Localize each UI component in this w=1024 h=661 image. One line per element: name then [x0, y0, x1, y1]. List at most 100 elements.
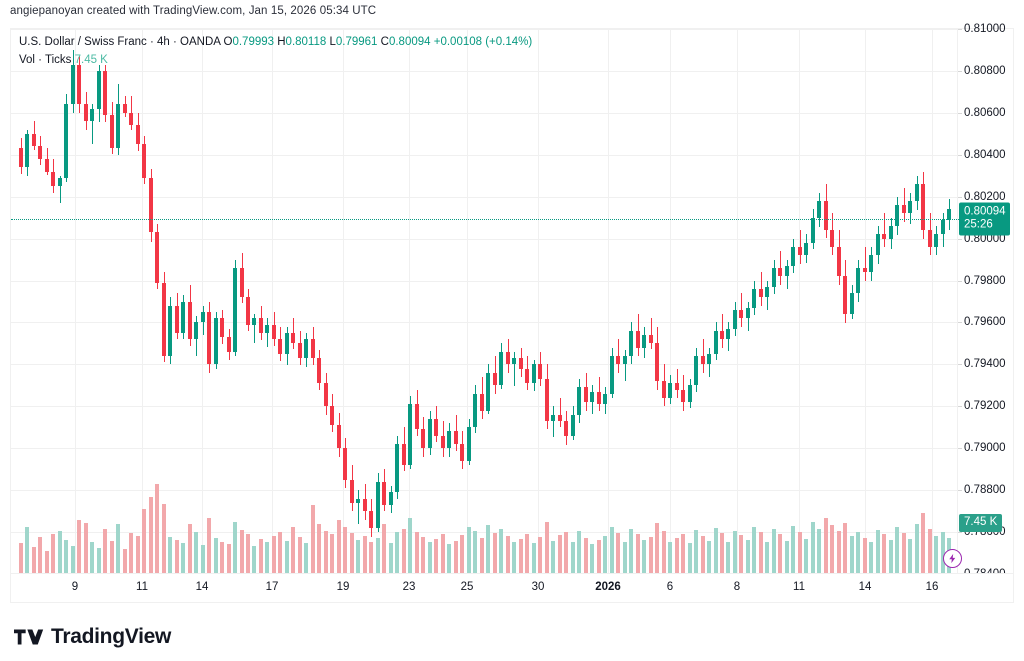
grid-line-horizontal [11, 71, 959, 72]
volume-bar [473, 531, 477, 574]
candle-body [382, 482, 386, 505]
candle-body [194, 322, 198, 339]
candle-body [798, 247, 802, 255]
volume-bar [447, 544, 451, 574]
candle-body [240, 268, 244, 297]
volume-bar [701, 536, 705, 574]
lightning-bolt-icon[interactable] [943, 549, 962, 568]
volume-bar [817, 529, 821, 574]
candle-body [603, 394, 607, 404]
candle-wick [553, 406, 554, 437]
candle-wick [625, 350, 626, 381]
legend-low-label: L [329, 36, 336, 48]
volume-bar [512, 542, 516, 574]
volume-bar [538, 537, 542, 574]
volume-bar [252, 546, 256, 574]
legend-volume-label[interactable]: Vol · Ticks [19, 54, 72, 66]
candle-body [77, 65, 81, 104]
candle-body [538, 364, 542, 379]
volume-bar [584, 538, 588, 574]
candle-body [733, 310, 737, 329]
candle-body [90, 109, 94, 121]
volume-bar [707, 541, 711, 574]
candle-body [97, 71, 101, 109]
volume-bar [84, 523, 88, 574]
legend-open-label: O [223, 36, 233, 48]
candle-body [155, 232, 159, 283]
volume-bar [714, 528, 718, 574]
volume-bar [623, 542, 627, 574]
volume-bar [90, 542, 94, 574]
legend-low-value: 0.79961 [335, 36, 378, 48]
candle-body [545, 379, 549, 421]
candle-body [668, 383, 672, 398]
candle-body [584, 387, 588, 402]
grid-line-vertical [538, 29, 539, 574]
legend-volume-row: Vol · Ticks 7.45 K [19, 52, 532, 69]
volume-bar [64, 540, 68, 574]
legend-ohlc-row: U.S. Dollar / Swiss Franc · 4h · OANDA O… [19, 34, 532, 51]
volume-bar [908, 539, 912, 574]
price-scale[interactable]: 0.80094 25:26 7.45 K 0.81000 0.80800 0.806… [957, 23, 1013, 580]
grid-line-vertical [343, 29, 344, 574]
candle-body [506, 352, 510, 364]
volume-bar [804, 539, 808, 574]
candle-body [843, 276, 847, 314]
grid-line-vertical [799, 29, 800, 574]
legend-symbol[interactable]: U.S. Dollar / Swiss Franc · 4h · OANDA [19, 36, 221, 48]
candle-wick [884, 213, 885, 247]
candle-body [123, 104, 127, 113]
volume-bar [739, 535, 743, 574]
candle-wick [358, 490, 359, 524]
volume-bar [162, 504, 166, 574]
candle-body [564, 421, 568, 436]
chart-plot-area[interactable] [11, 29, 959, 574]
candle-body [103, 71, 107, 115]
volume-bar [324, 531, 328, 574]
volume-bar [408, 518, 412, 574]
volume-bar [941, 532, 945, 574]
price-axis-tick: 0.79000 [958, 442, 1006, 454]
candle-body [577, 387, 581, 415]
candle-body [207, 312, 211, 364]
candle-body [460, 444, 464, 461]
candle-body [772, 268, 776, 287]
candle-body [694, 356, 698, 385]
volume-bar [649, 537, 653, 574]
candle-body [655, 343, 659, 381]
grid-line-vertical [865, 29, 866, 574]
volume-bar [38, 537, 42, 574]
volume-bar [558, 535, 562, 574]
volume-bar [921, 513, 925, 574]
candle-body [811, 218, 815, 243]
candle-body [51, 172, 55, 186]
volume-bar [636, 534, 640, 574]
volume-bar [278, 532, 282, 574]
volume-bar [571, 542, 575, 574]
time-axis-tick: 14 [858, 581, 872, 593]
volume-bar [830, 525, 834, 574]
candle-body [311, 339, 315, 358]
grid-line-horizontal [11, 29, 959, 30]
volume-bar [136, 536, 140, 574]
volume-bar [311, 505, 315, 574]
candle-body [623, 356, 627, 364]
candle-wick [865, 247, 866, 281]
candle-body [636, 331, 640, 348]
volume-bar [480, 538, 484, 574]
grid-line-horizontal [11, 490, 959, 491]
volume-bar [577, 531, 581, 574]
volume-bar [350, 533, 354, 574]
volume-bar [746, 540, 750, 574]
volume-bar [441, 534, 445, 574]
time-axis-tick: 19 [336, 581, 350, 593]
price-axis-tick: 0.80400 [958, 149, 1006, 161]
volume-bar [662, 531, 666, 574]
candle-body [278, 339, 282, 354]
candle-body [343, 448, 347, 480]
volume-bar [32, 547, 36, 574]
candle-wick [254, 314, 255, 343]
time-scale[interactable]: 9 11 14 17 19 23 25 30 2026 6 8 11 14 16 [11, 573, 1013, 602]
candle-body [201, 312, 205, 322]
current-price-line [11, 219, 959, 220]
